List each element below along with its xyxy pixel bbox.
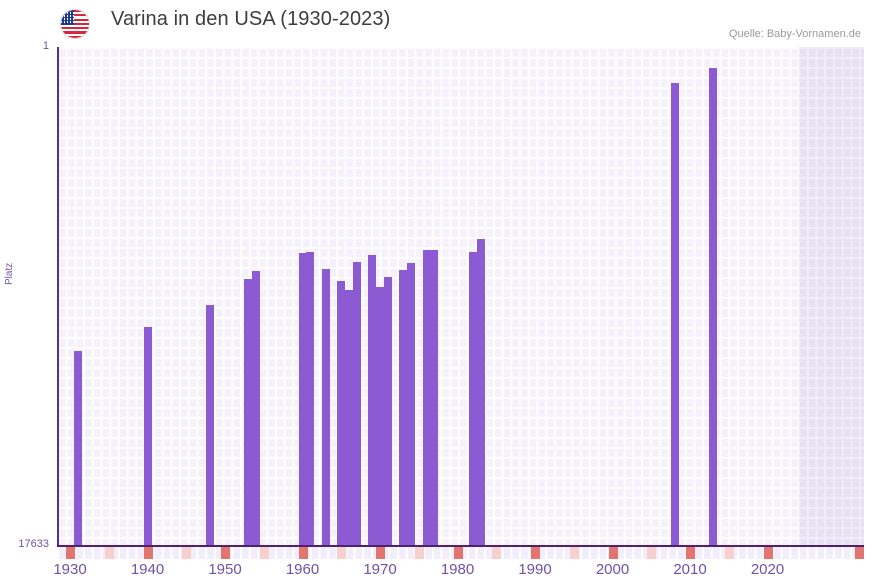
x-axis-tickmark	[855, 547, 864, 559]
bar	[73, 350, 82, 546]
y-axis-title: Platz	[4, 262, 15, 285]
x-axis-tickmark	[414, 547, 424, 559]
x-axis-tickmark	[647, 547, 657, 559]
page-title: Varina in den USA (1930-2023)	[111, 8, 391, 30]
out-of-range-shading	[798, 47, 864, 546]
x-axis-tickmark	[724, 547, 734, 559]
bar	[143, 326, 152, 546]
x-axis-tickmark	[143, 547, 153, 559]
x-axis-tickmark	[182, 547, 192, 559]
x-axis-tick-label: 1970	[363, 561, 397, 578]
x-axis-tick-label: 1990	[518, 561, 552, 578]
bar	[476, 238, 485, 546]
x-axis-tickmark	[337, 547, 347, 559]
x-axis-tickmark	[259, 547, 269, 559]
x-axis-tick-label: 1980	[440, 561, 475, 578]
x-axis-tick-label: 1940	[130, 561, 165, 578]
bar	[422, 250, 431, 546]
x-axis-tickmark	[763, 547, 773, 559]
x-axis-tick-label: 2020	[750, 561, 785, 578]
us-flag-icon	[60, 9, 90, 39]
x-axis-tick-label: 1950	[208, 561, 242, 578]
y-axis-max-label: 1	[42, 40, 49, 52]
x-axis-tickmark	[66, 547, 75, 559]
bar	[407, 263, 415, 546]
x-axis-line	[57, 545, 864, 547]
y-axis-min-label: 17633	[18, 538, 49, 550]
x-axis-tickmark	[376, 547, 385, 559]
bar	[321, 268, 330, 546]
plot-grid	[57, 47, 864, 546]
x-axis-tickmark	[531, 547, 540, 559]
x-axis-tickmark	[686, 547, 695, 559]
bar	[244, 278, 253, 546]
bar	[383, 277, 392, 546]
x-axis-tickmark	[569, 547, 579, 559]
bar	[430, 250, 439, 546]
y-axis-line	[57, 47, 59, 547]
x-axis-tickmark	[492, 547, 502, 559]
bar	[709, 67, 718, 546]
plot-area	[57, 47, 864, 546]
x-axis-tickmark	[104, 547, 114, 559]
bar	[252, 271, 260, 546]
bar	[298, 253, 307, 546]
x-axis-tick-label: 1930	[53, 561, 87, 578]
bar	[345, 289, 353, 546]
x-axis-tick-label: 1960	[285, 561, 320, 578]
bar	[399, 270, 408, 546]
bar	[469, 251, 477, 546]
bar	[205, 305, 214, 546]
bar	[306, 251, 315, 546]
x-axis-tick-label: 2010	[673, 561, 707, 578]
source-attribution: Quelle: Baby-Vornamen.de	[728, 28, 861, 40]
x-axis-tickmark	[221, 547, 230, 559]
bar	[337, 281, 346, 546]
x-axis-tick-label: 2000	[595, 561, 630, 578]
x-axis-tickmark	[608, 547, 618, 559]
bar	[376, 287, 384, 546]
bar	[352, 261, 361, 546]
x-axis-tick-strip	[57, 547, 864, 559]
x-axis-tickmark	[453, 547, 463, 559]
bar	[670, 83, 679, 546]
bar	[368, 254, 377, 546]
x-axis-tickmark	[298, 547, 308, 559]
chart-header: Varina in den USA (1930-2023) Quelle: Ba…	[0, 0, 873, 44]
